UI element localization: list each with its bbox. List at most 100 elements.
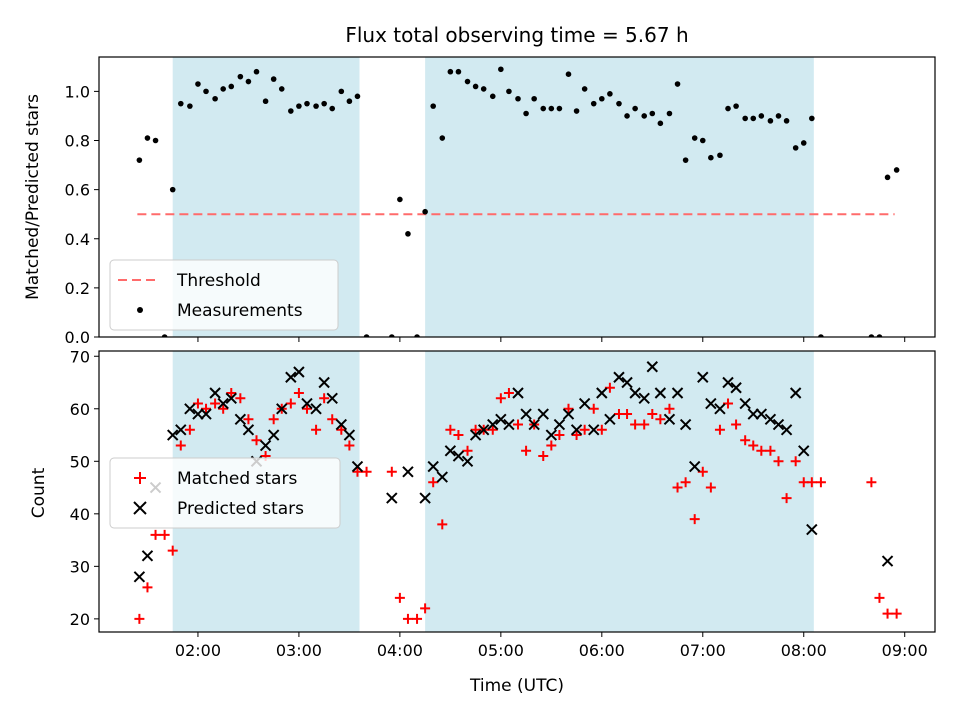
predicted-star-point xyxy=(141,550,154,562)
measurement-point xyxy=(783,118,790,124)
matched-star-point xyxy=(218,403,229,414)
matched-star-point xyxy=(311,424,322,435)
matched-star-point xyxy=(167,545,178,556)
predicted-star-point xyxy=(638,392,650,404)
measurement-point xyxy=(767,118,774,124)
predicted-star-point xyxy=(545,429,558,441)
matched-star-point xyxy=(891,608,902,619)
predicted-star-point xyxy=(133,571,146,583)
measurement-point xyxy=(523,110,529,117)
predicted-star-point xyxy=(310,403,322,415)
predicted-star-point xyxy=(722,376,734,389)
measurement-point xyxy=(565,71,572,77)
top-y-axis-label: Matched/Predicted stars xyxy=(23,94,43,300)
matched-star-point xyxy=(790,456,801,467)
predicted-star-point xyxy=(301,397,313,410)
measurement-point xyxy=(758,113,765,119)
legend-label: Matched stars xyxy=(177,469,297,489)
measurement-point xyxy=(556,105,563,112)
measurement-point xyxy=(657,120,664,127)
predicted-star-point xyxy=(705,397,717,410)
predicted-star-point xyxy=(175,424,187,436)
predicted-star-point xyxy=(806,523,818,536)
matched-star-point xyxy=(588,403,599,414)
observing-interval-shade xyxy=(425,57,814,337)
measurement-point xyxy=(868,334,875,337)
x-tick-label: 02:00 xyxy=(175,641,221,660)
measurement-point xyxy=(177,100,184,107)
x-axis-label: Time (UTC) xyxy=(469,676,564,696)
measurement-point xyxy=(682,157,689,163)
measurement-point xyxy=(641,113,648,119)
measurement-point xyxy=(144,135,151,141)
matched-star-point xyxy=(402,613,413,624)
legend: Threshold Measurements xyxy=(109,259,339,331)
predicted-star-point xyxy=(293,366,305,378)
matched-star-point xyxy=(740,435,751,446)
predicted-star-point xyxy=(679,418,692,431)
predicted-star-point xyxy=(419,492,431,504)
predicted-star-point xyxy=(772,418,785,431)
legend-label: Measurements xyxy=(177,301,303,321)
matched-star-point xyxy=(293,388,304,399)
matched-star-point xyxy=(184,424,195,435)
matched-star-point xyxy=(420,603,431,614)
axes-frame xyxy=(98,350,936,633)
measurement-point xyxy=(296,103,302,109)
predicted-star-point xyxy=(166,429,179,441)
matched-star-point xyxy=(571,430,582,441)
y-tick-label: 0.4 xyxy=(65,230,90,249)
matched-star-point xyxy=(748,440,759,451)
measurement-point xyxy=(893,167,900,173)
predicted-star-point xyxy=(469,429,482,441)
measurement-point xyxy=(531,95,537,102)
measurement-point xyxy=(161,334,168,337)
measurement-point xyxy=(818,334,824,337)
predicted-star-point xyxy=(562,408,575,420)
y-tick-label: 0.6 xyxy=(65,181,90,200)
measurement-point xyxy=(573,108,580,114)
measurement-point xyxy=(691,135,698,141)
predicted-star-point xyxy=(528,418,540,431)
matched-star-point xyxy=(731,419,742,430)
legend-predicted-swatch xyxy=(133,501,147,515)
predicted-star-point xyxy=(798,445,810,457)
measurement-point xyxy=(750,115,757,122)
measurement-point xyxy=(472,83,479,90)
matched-star-point xyxy=(453,430,464,441)
measurement-point xyxy=(430,103,436,109)
predicted-star-point xyxy=(326,392,338,404)
matched-star-point xyxy=(142,582,153,593)
predicted-star-point xyxy=(780,424,793,436)
predicted-star-point xyxy=(444,445,457,457)
measurement-point xyxy=(649,110,656,117)
measurement-point xyxy=(329,105,336,112)
predicted-star-point xyxy=(621,376,633,389)
predicted-star-point xyxy=(343,429,356,441)
x-tick-label: 03:00 xyxy=(276,641,322,660)
matched-star-point xyxy=(352,466,363,477)
matched-star-point xyxy=(445,424,456,435)
legend: Matched stars Predicted stars xyxy=(109,457,341,529)
measurement-point xyxy=(397,196,403,203)
matched-star-point xyxy=(251,435,262,446)
matched-star-point xyxy=(327,414,338,425)
matched-star-point xyxy=(781,493,792,504)
matched-star-point xyxy=(159,529,170,540)
y-tick-label: 0.8 xyxy=(65,132,90,151)
predicted-star-point xyxy=(671,387,684,399)
matched-star-point xyxy=(554,430,565,441)
measurement-point xyxy=(733,103,739,109)
bottom-panel: 20 30 40 50 60 70 02:00 03:00 04:00 05:00 06:00 07:… xyxy=(70,347,936,660)
predicted-star-point xyxy=(200,408,212,420)
measurement-point xyxy=(447,68,454,75)
matched-star-point xyxy=(756,445,767,456)
measurement-point xyxy=(699,137,706,144)
matched-star-point xyxy=(437,519,448,530)
matched-star-point xyxy=(579,424,590,435)
measurement-point xyxy=(775,113,782,119)
measurement-point xyxy=(321,100,327,107)
measurement-point xyxy=(363,334,370,337)
matched-star-point xyxy=(513,419,524,430)
